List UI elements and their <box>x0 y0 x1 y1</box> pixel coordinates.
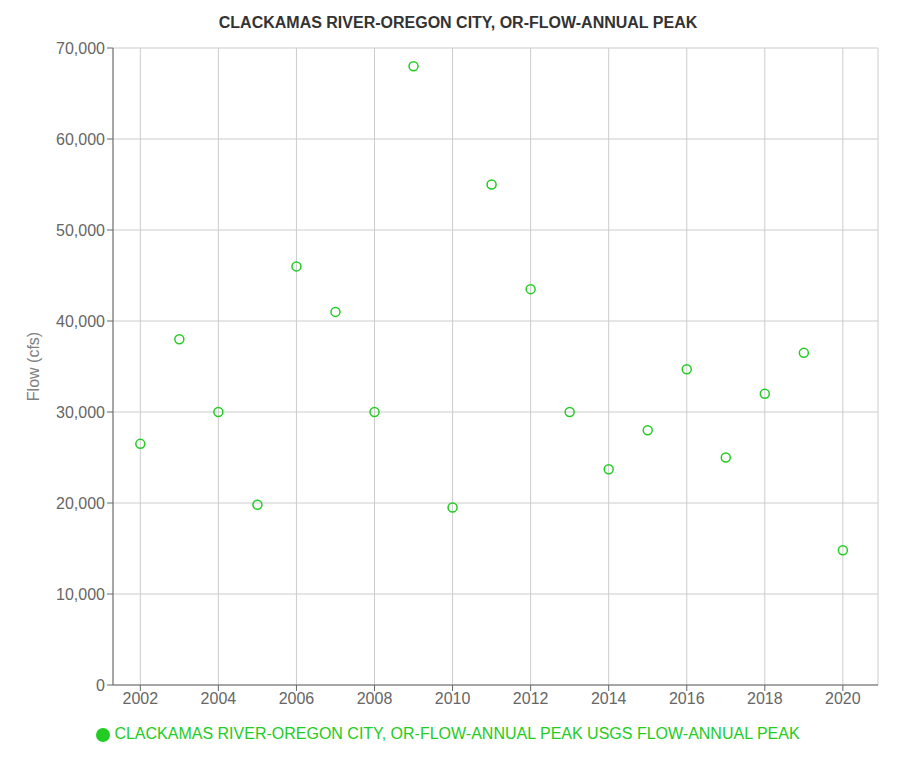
svg-text:10,000: 10,000 <box>56 586 105 603</box>
html-text:CLACKAMAS RIVER-OREGON CITY, O: CLACKAMAS RIVER-OREGON CITY, OR-FLOW-ANN… <box>114 725 800 742</box>
svg-text:2020: 2020 <box>825 690 861 707</box>
svg-text:2010: 2010 <box>435 690 471 707</box>
html-text:CLACKAMAS RIVER-OREGON CITY, O: CLACKAMAS RIVER-OREGON CITY, OR-FLOW-ANN… <box>218 14 698 31</box>
svg-text:50,000: 50,000 <box>56 222 105 239</box>
svg-text:2012: 2012 <box>513 690 549 707</box>
svg-text:70,000: 70,000 <box>56 40 105 57</box>
svg-text:20,000: 20,000 <box>56 495 105 512</box>
svg-text:30,000: 30,000 <box>56 404 105 421</box>
svg-text:60,000: 60,000 <box>56 131 105 148</box>
svg-text:2018: 2018 <box>747 690 783 707</box>
svg-text:Flow (cfs): Flow (cfs) <box>25 332 42 401</box>
svg-text:2008: 2008 <box>357 690 393 707</box>
svg-text:2004: 2004 <box>201 690 237 707</box>
svg-text:2002: 2002 <box>123 690 159 707</box>
svg-text:2016: 2016 <box>669 690 705 707</box>
svg-text:2014: 2014 <box>591 690 627 707</box>
svg-text:40,000: 40,000 <box>56 313 105 330</box>
svg-text:0: 0 <box>96 677 105 694</box>
svg-text:2006: 2006 <box>279 690 315 707</box>
